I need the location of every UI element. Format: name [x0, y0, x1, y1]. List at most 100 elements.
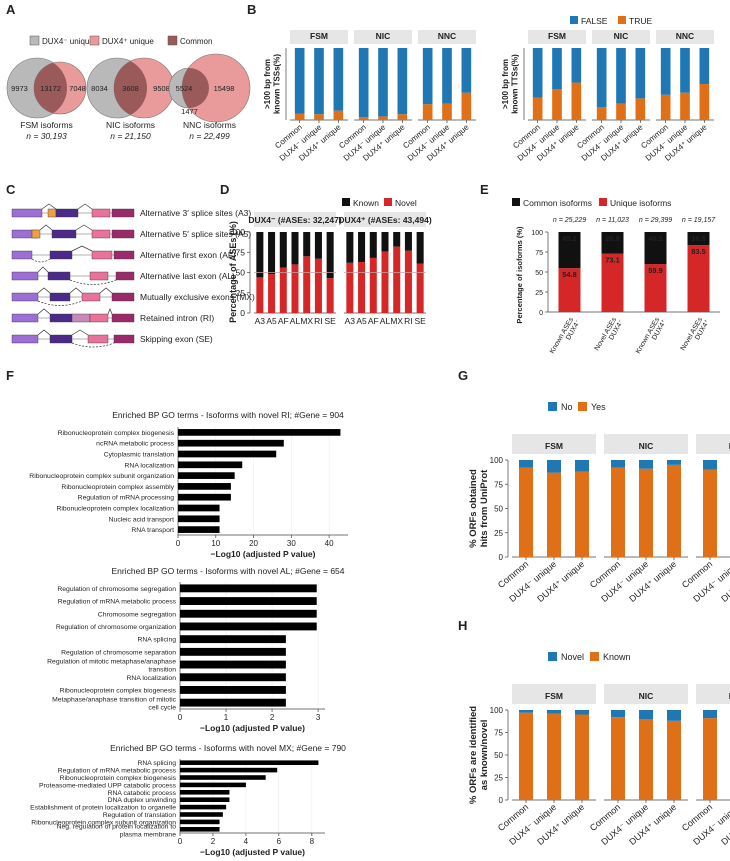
x-tick-label: 4: [244, 837, 249, 846]
go-bar: [178, 450, 277, 458]
exon-block: [113, 250, 135, 260]
go-bar: [178, 515, 220, 523]
bar-novel: [416, 263, 424, 313]
bar-unique: [644, 264, 667, 312]
go-bar: [180, 597, 317, 605]
facet-strip: [604, 684, 688, 704]
venn-common-region: [182, 68, 209, 108]
exon-block: [11, 292, 39, 302]
go-term-label: Neg. regulation of protein localization …: [57, 823, 177, 830]
bar-false: [660, 48, 671, 95]
legend-label-known: Known: [353, 198, 379, 208]
go-term-label: Ribonucleoprotein complex localization: [56, 506, 174, 513]
exon-block: [87, 334, 109, 344]
bar-no: [639, 460, 653, 469]
go-bar: [178, 472, 235, 479]
venn-common-region: [114, 58, 147, 118]
facet-label: FSM: [545, 691, 563, 701]
go-term-label: Regulation of mitotic metaphase/anaphase: [47, 659, 176, 666]
facet-strip: [528, 30, 586, 44]
legend-label-common: Common isoforms: [523, 198, 592, 208]
bar-novel: [291, 264, 299, 313]
bar-known: [611, 717, 625, 800]
bar-false: [699, 48, 710, 84]
legend-label-unique: Unique isoforms: [610, 198, 671, 208]
go-term-label: Regulation of chromosome segregation: [57, 586, 176, 593]
bar-false: [680, 48, 690, 93]
venn-set-n: n = 21,150: [110, 131, 151, 141]
bar-no: [611, 460, 625, 468]
venn-set-n: n = 22,499: [189, 131, 230, 141]
panel-f-go-terms: Enriched BP GO terms - Isoforms with nov…: [29, 410, 348, 857]
go-bar: [180, 767, 278, 773]
bar-true: [680, 92, 690, 120]
legend-label: DUX4⁻ unique: [42, 37, 94, 46]
go-term-label: transition: [148, 667, 176, 674]
bar-no: [667, 460, 681, 465]
bar-novel: [393, 246, 401, 313]
go-chart-title: Enriched BP GO terms - Isoforms with nov…: [110, 743, 346, 753]
bar-novel: [703, 710, 717, 719]
facet-label: NIC: [614, 31, 629, 41]
x-tick-label: 30: [287, 539, 296, 548]
x-tick-label: 10: [211, 539, 220, 548]
bar-true: [378, 116, 388, 120]
bar-known: [326, 232, 334, 279]
panel-letter-c: C: [6, 182, 16, 197]
go-term-label: RNA transport: [131, 527, 174, 534]
y-axis-title: >100 bp from: [501, 59, 510, 109]
bar-unique: [687, 245, 710, 312]
bar-false: [596, 48, 607, 108]
y-tick-label: 75: [494, 480, 503, 489]
go-bar: [178, 429, 341, 436]
venn-common-count: 3608: [122, 84, 139, 93]
bar-known: [667, 720, 681, 800]
go-term-label: RNA splicing: [137, 637, 176, 644]
data-label-common: 45.2: [562, 234, 577, 243]
bar-novel: [381, 251, 389, 313]
y-tick-label: 75: [535, 250, 543, 257]
legend-label-novel: Novel: [395, 198, 417, 208]
bar-common: [558, 232, 581, 269]
exon-block: [71, 313, 91, 323]
bar-no: [547, 460, 561, 473]
go-bar: [180, 790, 230, 795]
x-tick-label: 40: [325, 539, 334, 548]
bar-false: [422, 48, 433, 105]
bar-known: [314, 232, 322, 259]
bar-known: [393, 232, 401, 247]
venn-set-name: NIC isoforms: [106, 120, 155, 130]
exon-block: [91, 229, 111, 239]
bar-novel: [575, 710, 589, 715]
venn-set-n: n = 30,193: [26, 131, 67, 141]
facet-label: NNC: [676, 31, 694, 41]
x-tick-label: A3: [255, 316, 266, 326]
exon-block: [11, 313, 39, 323]
go-term-label: Metaphase/anaphase transition of mitotic: [52, 697, 177, 704]
x-tick-label: 6: [277, 837, 282, 846]
facet-strip: [254, 212, 336, 227]
bar-true: [660, 94, 671, 120]
y-tick-label: 25: [494, 529, 503, 538]
splice-junction: [39, 224, 53, 231]
go-term-label: Ribonucleoprotein complex assembly: [61, 484, 174, 491]
bar-yes: [639, 468, 653, 557]
bar-common: [644, 232, 667, 265]
splice-row: [11, 287, 135, 306]
go-term-label: Cytoplasmic translation: [104, 452, 174, 459]
bar-unique: [558, 268, 581, 312]
bar-yes: [547, 472, 561, 557]
exon-block: [49, 292, 71, 302]
go-term-label: Regulation of chromosome organization: [56, 624, 176, 631]
x-tick-label: A5: [266, 316, 277, 326]
y-axis-title: Percentage of ASEs (%): [228, 221, 238, 323]
panel-letter-h: H: [458, 618, 467, 633]
bar-false: [461, 48, 472, 93]
bar-known: [256, 232, 264, 278]
bar-common: [687, 232, 710, 246]
facet-strip: [592, 30, 650, 44]
facet-strip: [354, 30, 412, 44]
exon-block: [11, 334, 39, 344]
